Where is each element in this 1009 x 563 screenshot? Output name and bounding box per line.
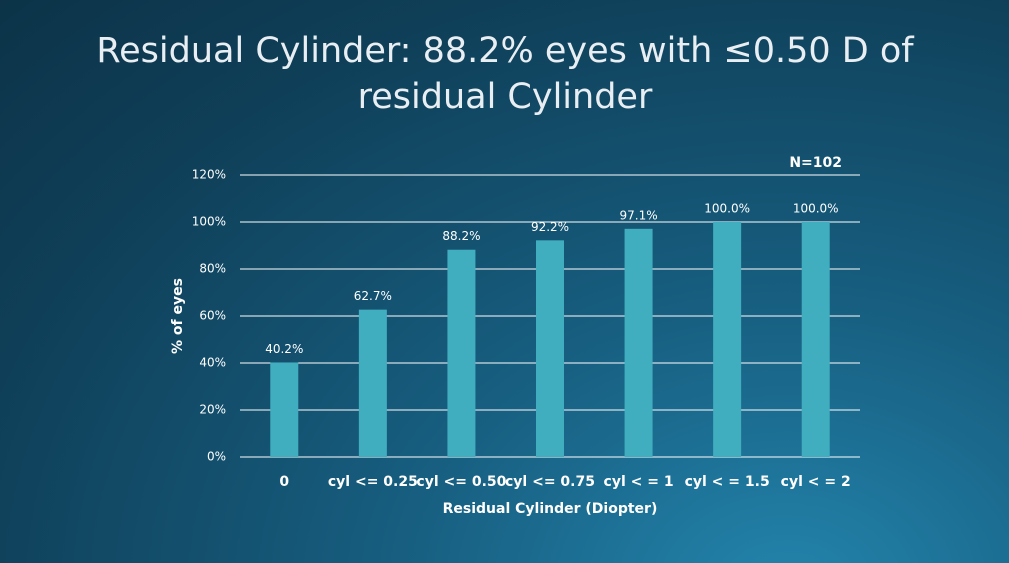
x-tick-label: cyl <= 0.50 <box>416 474 506 490</box>
x-tick-label: cyl < = 1 <box>604 474 674 490</box>
x-tick-label: cyl <= 0.25 <box>328 474 418 490</box>
y-tick-label: 0% <box>207 450 226 464</box>
x-tick-label: cyl < = 2 <box>781 474 851 490</box>
y-tick-label: 120% <box>192 168 226 182</box>
data-label: 100.0% <box>704 202 750 216</box>
data-label: 62.7% <box>354 289 392 303</box>
data-label: 100.0% <box>793 202 839 216</box>
y-tick-label: 40% <box>199 356 226 370</box>
x-tick-label: cyl < = 1.5 <box>685 474 770 490</box>
y-tick-label: 20% <box>199 403 226 417</box>
bar <box>624 228 653 457</box>
y-tick-label: 100% <box>192 215 226 229</box>
bar <box>447 249 476 457</box>
bar <box>713 222 742 457</box>
bar <box>801 222 830 457</box>
bar <box>270 362 299 457</box>
data-label: 40.2% <box>265 342 303 356</box>
x-tick-label: 0 <box>279 474 289 490</box>
chart-title: Residual Cylinder: 88.2% eyes with ≤0.50… <box>96 31 914 117</box>
bar <box>536 240 564 457</box>
data-label: 92.2% <box>531 220 569 234</box>
data-label: 97.1% <box>620 208 658 222</box>
x-axis-label: Residual Cylinder (Diopter) <box>443 501 658 517</box>
y-axis-label: % of eyes <box>170 278 186 354</box>
x-tick-label: cyl <= 0.75 <box>505 474 595 490</box>
y-tick-label: 60% <box>199 309 226 323</box>
data-label: 88.2% <box>442 229 480 243</box>
annotation: N=102 <box>789 155 842 171</box>
bar <box>358 309 387 457</box>
y-tick-label: 80% <box>199 262 226 276</box>
